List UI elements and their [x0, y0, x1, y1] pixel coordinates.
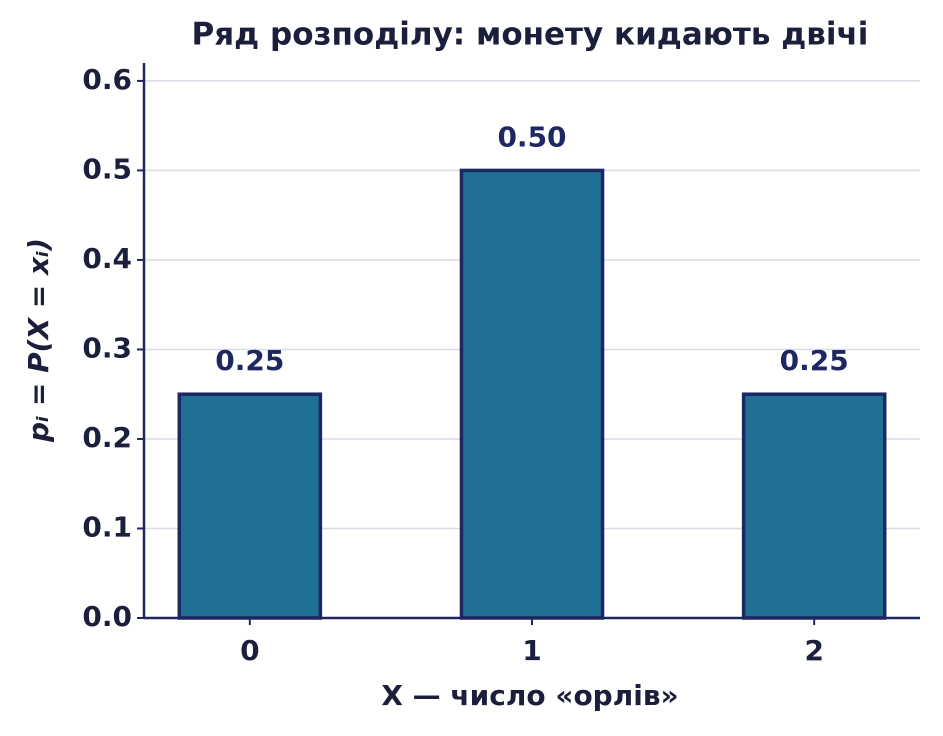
x-tick-label: 1 — [522, 634, 541, 667]
y-tick-label: 0.0 — [82, 600, 132, 633]
bar — [459, 168, 605, 620]
value-label: 0.25 — [780, 344, 849, 377]
x-tick-label: 2 — [804, 634, 823, 667]
y-tick-label: 0.3 — [82, 331, 132, 364]
x-tick-label: 0 — [240, 634, 259, 667]
y-tick-label: 0.1 — [82, 510, 132, 543]
bar — [177, 392, 323, 620]
y-tick-label: 0.4 — [82, 242, 132, 275]
bar — [741, 392, 887, 620]
x-axis-label: X — число «орлів» — [381, 679, 678, 712]
y-tick-label: 0.5 — [82, 152, 132, 185]
y-axis-label: pᵢ = P(X = xᵢ) — [22, 238, 55, 443]
value-label: 0.25 — [215, 344, 284, 377]
y-tick-label: 0.6 — [82, 63, 132, 96]
y-tick-label: 0.2 — [82, 421, 132, 454]
value-label: 0.50 — [497, 120, 566, 153]
chart-title: Ряд розподілу: монету кидають двічі — [192, 17, 869, 53]
